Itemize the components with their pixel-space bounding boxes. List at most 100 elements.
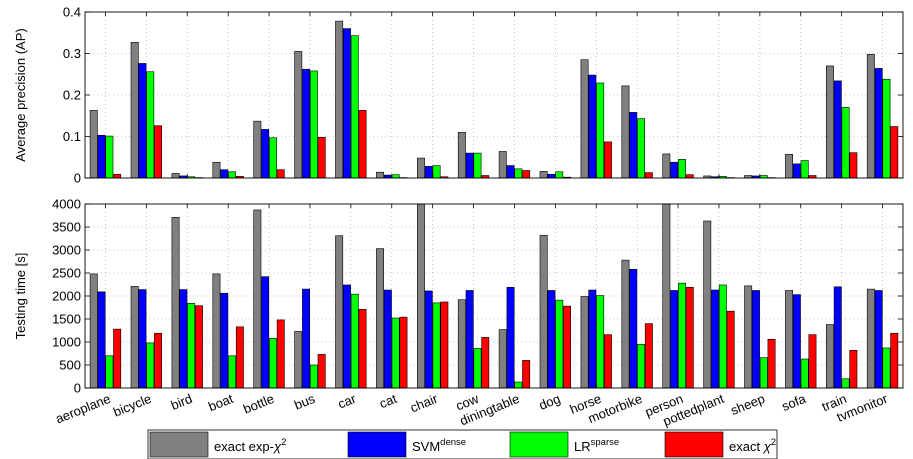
y-tick-label: 0.4	[63, 5, 81, 20]
bar-time-diningtable-s3	[522, 360, 531, 389]
bar-time-dog-s2	[555, 299, 564, 389]
bar-time-diningtable-s1	[506, 286, 515, 389]
x-tick-label-bird: bird	[169, 391, 195, 413]
bar-time-bottle-s0	[253, 209, 262, 389]
bar-ap-cow-s1	[465, 152, 474, 179]
bar-ap-tvmonitor-s3	[890, 126, 899, 179]
bar-time-aeroplane-s1	[97, 291, 106, 389]
bar-ap-bus-s0	[294, 51, 303, 179]
bar-time-aeroplane-s2	[105, 355, 114, 389]
bar-ap-train-s0	[825, 65, 834, 179]
bar-time-bottle-s2	[268, 338, 277, 389]
bar-ap-bus-s2	[309, 70, 318, 179]
bar-ap-person-s0	[662, 153, 671, 179]
bar-ap-diningtable-s0	[498, 151, 507, 179]
bar-ap-diningtable-s1	[506, 165, 515, 179]
bar-time-motorbike-s1	[629, 269, 638, 389]
legend-label: SVMdense	[412, 437, 466, 454]
x-tick-label-boat: boat	[206, 391, 235, 415]
y-tick-label: 3500	[52, 220, 81, 235]
legend: exact exp-χ2 SVMdense LRsparse exact χ2	[147, 429, 778, 459]
legend-swatch	[149, 431, 209, 458]
bar-time-bicycle-s1	[138, 289, 147, 389]
bar-time-bottle-s1	[261, 276, 270, 389]
bar-time-pottedplant-s1	[711, 289, 720, 389]
bar-time-bus-s0	[294, 331, 303, 389]
bar-ap-motorbike-s3	[644, 172, 653, 179]
x-tick-label-cat: cat	[377, 391, 399, 412]
y-tick-label: 2000	[52, 289, 81, 304]
bar-time-cow-s0	[457, 299, 466, 389]
bar-time-sofa-s3	[808, 334, 817, 389]
bar-ap-bicycle-s2	[146, 71, 155, 179]
y-tick-label: 1500	[52, 312, 81, 327]
bar-time-boat-s1	[220, 292, 229, 389]
bar-ap-dog-s0	[539, 171, 548, 179]
bar-time-pottedplant-s3	[726, 310, 735, 389]
bar-ap-train-s1	[833, 80, 842, 179]
bar-time-cat-s3	[399, 316, 408, 389]
x-tick-label-dog: dog	[537, 391, 563, 413]
y-tick-label: 0	[74, 381, 81, 396]
legend-label: exact exp-χ2	[214, 437, 286, 454]
bar-ap-dog-s2	[555, 171, 564, 179]
bar-ap-horse-s0	[580, 59, 589, 179]
legend-swatch	[664, 431, 724, 458]
bar-time-bird-s0	[171, 217, 180, 389]
bar-time-motorbike-s0	[621, 259, 630, 389]
bar-ap-motorbike-s0	[621, 85, 630, 179]
bar-time-person-s1	[670, 290, 679, 389]
legend-item-0: exact exp-χ2	[149, 431, 286, 458]
y-tick-label: 0.2	[63, 88, 81, 103]
bar-ap-person-s2	[677, 159, 686, 179]
bar-time-sheep-s1	[751, 290, 760, 389]
bar-time-train-s3	[849, 349, 858, 389]
bar-ap-boat-s0	[212, 161, 221, 179]
bar-time-bird-s1	[179, 289, 188, 389]
bar-ap-diningtable-s2	[514, 168, 523, 179]
bar-time-sheep-s0	[744, 285, 753, 389]
bar-time-train-s2	[841, 378, 850, 389]
bar-ap-horse-s3	[603, 141, 612, 179]
bar-ap-cow-s2	[473, 152, 482, 179]
bar-ap-motorbike-s2	[637, 118, 646, 179]
bar-time-horse-s0	[580, 296, 589, 389]
bar-time-person-s3	[685, 286, 694, 389]
bar-time-person-s0	[662, 203, 671, 389]
legend-label: LRsparse	[574, 437, 619, 454]
x-tick-label-car: car	[336, 391, 359, 412]
bar-ap-bicycle-s1	[138, 63, 147, 179]
bar-time-tvmonitor-s2	[882, 347, 891, 389]
bar-ap-bicycle-s3	[154, 125, 162, 179]
bar-ap-car-s3	[358, 110, 367, 179]
bar-time-sheep-s3	[767, 338, 776, 389]
bar-ap-train-s3	[849, 152, 858, 179]
bar-time-train-s0	[825, 324, 834, 389]
bar-ap-bottle-s3	[276, 169, 285, 179]
bar-time-chair-s3	[440, 301, 449, 389]
x-tick-label-bus: bus	[292, 391, 318, 413]
legend-swatch	[509, 431, 569, 458]
bar-ap-diningtable-s3	[522, 170, 531, 179]
bar-time-bird-s2	[187, 303, 196, 389]
bar-time-bus-s2	[309, 364, 318, 389]
bar-ap-cow-s0	[457, 132, 466, 179]
y-axis-label: Average precision (AP)	[13, 28, 28, 161]
legend-item-1: SVMdense	[347, 431, 466, 458]
bar-time-diningtable-s2	[514, 381, 523, 389]
bar-ap-chair-s0	[416, 157, 425, 179]
legend-label: exact χ2	[729, 437, 776, 454]
bar-time-bicycle-s3	[154, 332, 162, 389]
bar-time-horse-s3	[603, 334, 612, 389]
bar-time-cat-s0	[376, 248, 384, 389]
y-tick-label: 0	[74, 171, 81, 186]
bar-time-motorbike-s3	[644, 323, 653, 389]
bar-ap-car-s2	[350, 35, 359, 179]
bar-time-cow-s2	[473, 348, 482, 389]
legend-item-3: exact χ2	[664, 431, 776, 458]
bar-ap-chair-s2	[432, 165, 441, 179]
legend-swatch	[347, 431, 407, 458]
bar-time-dog-s1	[547, 290, 556, 389]
bar-ap-horse-s1	[588, 74, 597, 179]
